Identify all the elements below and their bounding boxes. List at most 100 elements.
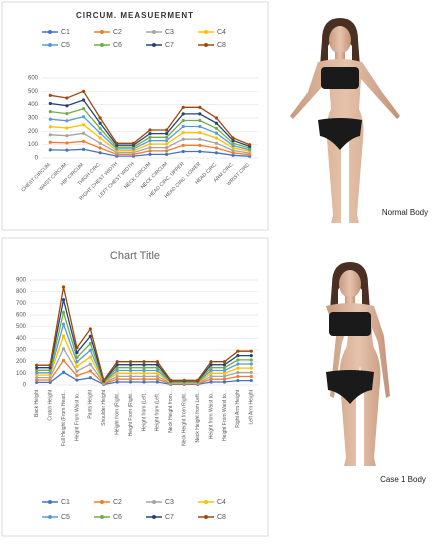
point: [35, 376, 39, 380]
point: [48, 366, 52, 370]
legend-marker: [48, 43, 52, 47]
point: [214, 151, 219, 155]
point: [209, 380, 213, 384]
y-tick-label: 800: [16, 289, 27, 295]
point: [48, 371, 52, 375]
point: [98, 151, 102, 155]
point: [198, 137, 202, 141]
point: [165, 132, 169, 136]
legend-label: C4: [217, 499, 226, 506]
legend-marker: [100, 30, 104, 34]
legend-marker: [204, 500, 208, 504]
point: [65, 96, 69, 100]
point: [48, 380, 52, 385]
point: [81, 98, 86, 102]
legend-marker: [100, 43, 104, 47]
y-tick-label: 400: [28, 102, 39, 108]
point: [181, 124, 185, 129]
y-tick-label: 700: [16, 301, 27, 307]
point: [155, 377, 160, 381]
point: [81, 123, 86, 127]
point: [248, 143, 252, 147]
point: [35, 380, 39, 385]
point: [81, 131, 86, 135]
point: [115, 141, 119, 145]
point: [236, 362, 240, 366]
point: [231, 136, 235, 140]
x-tick-label: Height from Waist to...: [208, 390, 214, 439]
point: [169, 378, 173, 382]
point: [249, 354, 253, 358]
point: [65, 141, 69, 145]
legend-label: C5: [61, 514, 70, 521]
point: [88, 334, 92, 338]
chart-title: Chart Title: [110, 250, 160, 262]
point: [48, 101, 52, 106]
point: [148, 139, 152, 143]
point: [35, 373, 39, 377]
point: [115, 371, 119, 375]
point: [214, 136, 219, 140]
y-tick-label: 100: [16, 371, 27, 377]
point: [182, 378, 186, 382]
point: [181, 131, 185, 135]
x-tick-label: Back Height: [34, 389, 40, 417]
point: [209, 368, 213, 373]
point: [128, 380, 133, 384]
body-normal: [290, 18, 400, 223]
legend-marker: [100, 515, 104, 519]
y-tick-label: 200: [28, 129, 39, 135]
chart-frame: [1, 237, 269, 537]
legend-marker: [204, 515, 208, 519]
x-tick-label: Neck Height from Left...: [195, 390, 201, 443]
point: [61, 334, 66, 338]
point: [165, 128, 169, 132]
point: [48, 133, 52, 137]
point: [196, 378, 200, 382]
point: [181, 149, 185, 154]
point: [142, 360, 146, 364]
point: [181, 137, 185, 141]
y-tick-label: 300: [28, 116, 39, 122]
point: [48, 368, 52, 372]
x-tick-label: Height From Waist to...: [222, 390, 228, 441]
point: [48, 363, 52, 367]
point: [88, 369, 92, 373]
point: [236, 370, 240, 375]
x-tick-label: Shoulder Height: [101, 389, 107, 425]
point: [65, 104, 69, 108]
point: [165, 152, 169, 156]
chart-title: CIRCUM. MEASUERMENT: [76, 11, 194, 20]
point: [231, 148, 235, 153]
legend-marker: [152, 30, 156, 34]
y-tick-label: 900: [16, 278, 27, 284]
point: [115, 368, 119, 373]
point: [98, 116, 102, 120]
point: [236, 358, 240, 362]
point: [48, 373, 52, 377]
point: [214, 131, 219, 135]
point: [81, 139, 86, 143]
legend-marker: [152, 43, 156, 47]
point: [48, 125, 52, 129]
point: [165, 135, 169, 139]
point: [128, 363, 133, 367]
legend-marker: [48, 30, 52, 34]
point: [88, 362, 92, 366]
x-tick-label: Height from (Left...: [155, 390, 161, 431]
point: [35, 368, 39, 372]
point: [142, 366, 146, 370]
point: [222, 377, 227, 381]
point: [35, 371, 39, 375]
point: [115, 377, 119, 381]
x-tick-label: Full Height (From Head...: [61, 390, 67, 446]
y-tick-label: 100: [28, 142, 39, 148]
point: [75, 350, 79, 355]
point: [88, 355, 92, 359]
point: [142, 374, 146, 378]
point: [148, 142, 152, 146]
point: [148, 135, 152, 139]
point: [236, 354, 240, 358]
point: [155, 380, 160, 384]
